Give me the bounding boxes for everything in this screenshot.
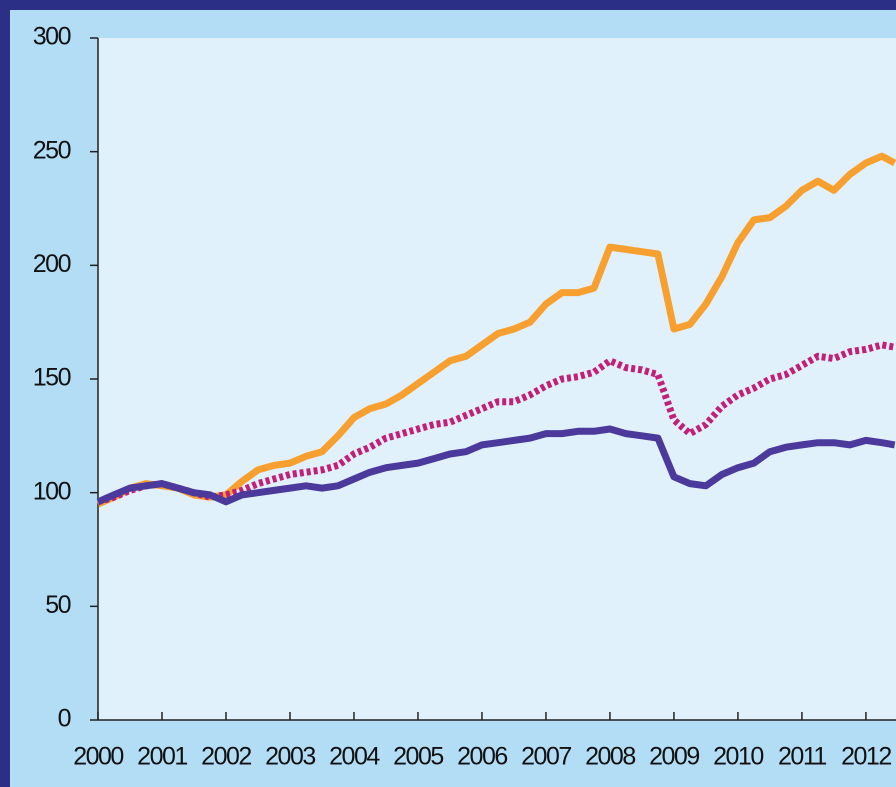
y-tick-label: 300 xyxy=(33,23,71,51)
x-tick-label: 2006 xyxy=(457,743,507,771)
y-tick-label: 100 xyxy=(33,477,71,505)
x-tick-label: 2011 xyxy=(778,743,826,771)
x-tick-label: 2009 xyxy=(649,743,699,771)
x-tick-label: 2000 xyxy=(73,743,123,771)
x-tick-label: 2007 xyxy=(521,743,571,771)
x-tick-label: 2003 xyxy=(265,743,315,771)
x-tick-label: 2012 xyxy=(841,743,891,771)
x-tick-label: 2005 xyxy=(393,743,443,771)
series-line xyxy=(96,425,896,506)
x-tick-label: 2001 xyxy=(137,743,187,771)
y-tick-label: 200 xyxy=(33,250,71,278)
y-tick-label: 0 xyxy=(58,705,71,733)
y-tick-label: 250 xyxy=(33,136,71,164)
x-tick-label: 2008 xyxy=(585,743,635,771)
plot-area xyxy=(98,38,896,720)
y-tick-label: 50 xyxy=(45,591,70,619)
series-line xyxy=(97,341,896,506)
x-tick-label: 2004 xyxy=(329,743,380,771)
y-tick-label: 150 xyxy=(33,364,71,392)
series-line xyxy=(96,152,896,508)
x-tick-label: 2010 xyxy=(713,743,763,771)
x-tick-label: 2002 xyxy=(201,743,251,771)
